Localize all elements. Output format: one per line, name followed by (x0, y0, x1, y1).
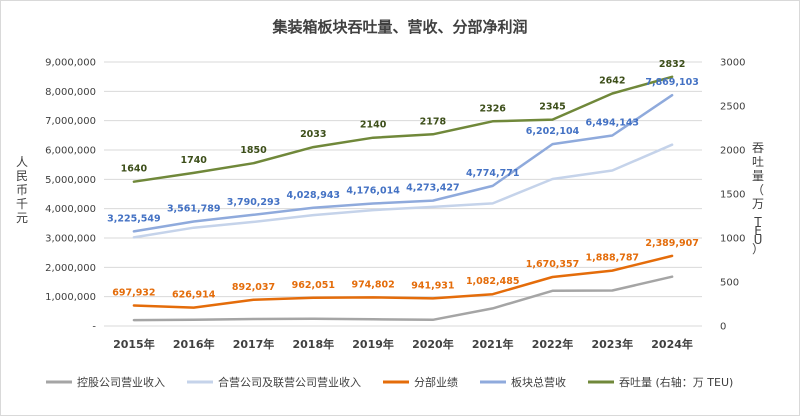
x-tick-label: 2015年 (113, 337, 155, 351)
data-label: 941,931 (411, 280, 454, 291)
legend-label-4: 吞吐量 (右轴：万 TEU) (619, 375, 733, 389)
series-line-4 (132, 75, 674, 183)
x-tick-label: 2023年 (591, 337, 633, 351)
y-tick-label: 5,000,000 (45, 175, 96, 186)
data-label: 1640 (121, 164, 148, 175)
data-label: 6,202,104 (526, 126, 580, 137)
data-label: 2178 (420, 116, 447, 127)
x-tick-label: 2024年 (651, 337, 693, 351)
y2-tick-label: 2000 (720, 146, 745, 157)
y2-tick-label: 500 (720, 278, 739, 289)
data-label: 962,051 (292, 280, 335, 291)
data-label: 974,802 (351, 279, 394, 290)
data-label: 4,273,427 (406, 183, 460, 194)
data-label: 4,176,014 (346, 186, 400, 197)
legend: 控股公司营业收入 合营公司及联营公司营业收入 分部业绩 板块总营收 吞吐量 (右轴：万 … (46, 375, 733, 389)
x-tick-label: 2019年 (352, 337, 394, 351)
y-tick-label: 9,000,000 (45, 58, 96, 69)
y-tick-label: 3,000,000 (45, 234, 96, 245)
data-label: 7,869,103 (645, 77, 699, 88)
data-label: 4,774,771 (466, 168, 520, 179)
data-label: 697,932 (112, 288, 155, 299)
data-label: 3,561,789 (167, 204, 221, 215)
y-tick-label: 6,000,000 (45, 146, 96, 157)
x-tick-label: 2022年 (532, 337, 574, 351)
data-label: 3,225,549 (107, 213, 161, 224)
series-lines (132, 75, 674, 322)
x-tick-label: 2020年 (412, 337, 454, 351)
gridlines (104, 61, 702, 327)
y-tick-label: 1,000,000 (45, 292, 96, 303)
data-label: 6,494,143 (586, 118, 640, 129)
data-label: 3,790,293 (227, 197, 281, 208)
y-axis-title-text: 人民币千元 (16, 155, 28, 225)
y-tick-label: 4,000,000 (45, 204, 96, 215)
y2-axis-title-text: 吞吐量（万 T E U） (752, 141, 764, 256)
y2-tick-label: 1500 (720, 190, 745, 201)
data-label: 892,037 (232, 282, 275, 293)
data-label: 2033 (300, 129, 326, 140)
data-label: 1,082,485 (466, 276, 520, 287)
x-axis-categories: 2015年 2016年 2017年 2018年 2019年 2020年 2021年 2022年… (113, 337, 693, 351)
y2-tick-label: 2500 (720, 102, 745, 113)
series-line-3 (132, 93, 674, 233)
y2-tick-label: 0 (720, 322, 726, 333)
x-tick-label: 2016年 (173, 337, 215, 351)
series-line-0 (132, 275, 674, 322)
y-axis-title: 人民币千元 (16, 155, 28, 225)
y-tick-label: - (92, 322, 96, 333)
y2-tick-label: 3000 (720, 58, 745, 69)
legend-label-0: 控股公司营业收入 (77, 375, 165, 389)
x-tick-label: 2018年 (292, 337, 334, 351)
data-label: 2140 (360, 120, 387, 131)
x-tick-label: 2021年 (472, 337, 514, 351)
y2-axis-ticks: 0 500 1000 1500 2000 2500 3000 (720, 58, 745, 333)
data-label: 1,888,787 (586, 253, 640, 264)
y2-tick-label: 1000 (720, 234, 745, 245)
data-label: 2,389,907 (645, 238, 699, 249)
y-tick-label: 7,000,000 (45, 116, 96, 127)
y2-axis-title: 吞吐量（万 T E U） (752, 141, 764, 256)
legend-label-1: 合营公司及联营公司营业收入 (218, 375, 361, 389)
chart-title: 集装箱板块吞吐量、营收、分部净利润 (271, 18, 527, 36)
series-line-1 (132, 143, 674, 239)
data-label: 4,028,943 (287, 190, 341, 201)
y-tick-label: 2,000,000 (45, 263, 96, 274)
data-label: 2345 (539, 102, 565, 113)
y-axis-ticks: - 1,000,000 2,000,000 3,000,000 4,000,000 5,0… (45, 58, 96, 333)
data-label: 1,670,357 (526, 259, 580, 270)
legend-label-2: 分部业绩 (414, 375, 458, 389)
legend-label-3: 板块总营收 (511, 375, 566, 389)
y-tick-label: 8,000,000 (45, 87, 96, 98)
data-label: 2326 (479, 103, 506, 114)
data-label: 1740 (180, 155, 207, 166)
data-label: 626,914 (172, 290, 216, 301)
data-label: 2832 (659, 59, 685, 70)
data-labels: 697,932 626,914 892,037 962,051 974,802 941,9… (107, 59, 699, 301)
x-tick-label: 2017年 (233, 337, 275, 351)
data-label: 1850 (240, 145, 267, 156)
series-line-2 (132, 254, 674, 309)
data-label: 2642 (599, 76, 625, 87)
